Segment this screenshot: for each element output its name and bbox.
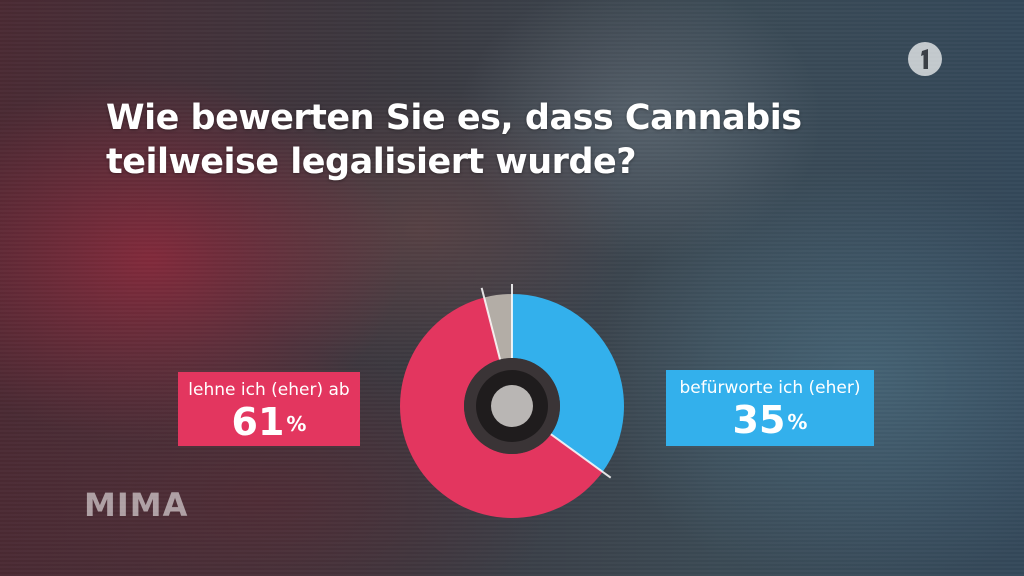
slice-separator-line (480, 287, 502, 360)
legend-value-befuerwortung: 35% (666, 398, 874, 442)
value-number: 61 (231, 400, 285, 444)
page-title: Wie bewerten Sie es, dass Cannabis teilw… (106, 98, 802, 182)
legend-value-ablehnung: 61% (178, 400, 360, 444)
donut-center-knob (491, 385, 533, 427)
slice-separator-line (550, 433, 612, 479)
ard-one-logo-icon (908, 42, 942, 76)
percent-sign: % (286, 412, 307, 436)
value-number: 35 (732, 398, 786, 442)
legend-box-befuerwortung: befürworte ich (eher) 35% (666, 370, 874, 446)
legend-label-ablehnung: lehne ich (eher) ab (188, 380, 350, 400)
watermark-mima: MIMA (84, 486, 189, 524)
percent-sign: % (787, 410, 808, 434)
pie-slice-1 (400, 297, 603, 518)
legend-box-ablehnung: lehne ich (eher) ab 61% (178, 372, 360, 446)
pie-slice-2 (484, 294, 512, 360)
pie-slice-0 (512, 294, 624, 472)
legend-label-befuerwortung: befürworte ich (eher) (679, 378, 861, 398)
